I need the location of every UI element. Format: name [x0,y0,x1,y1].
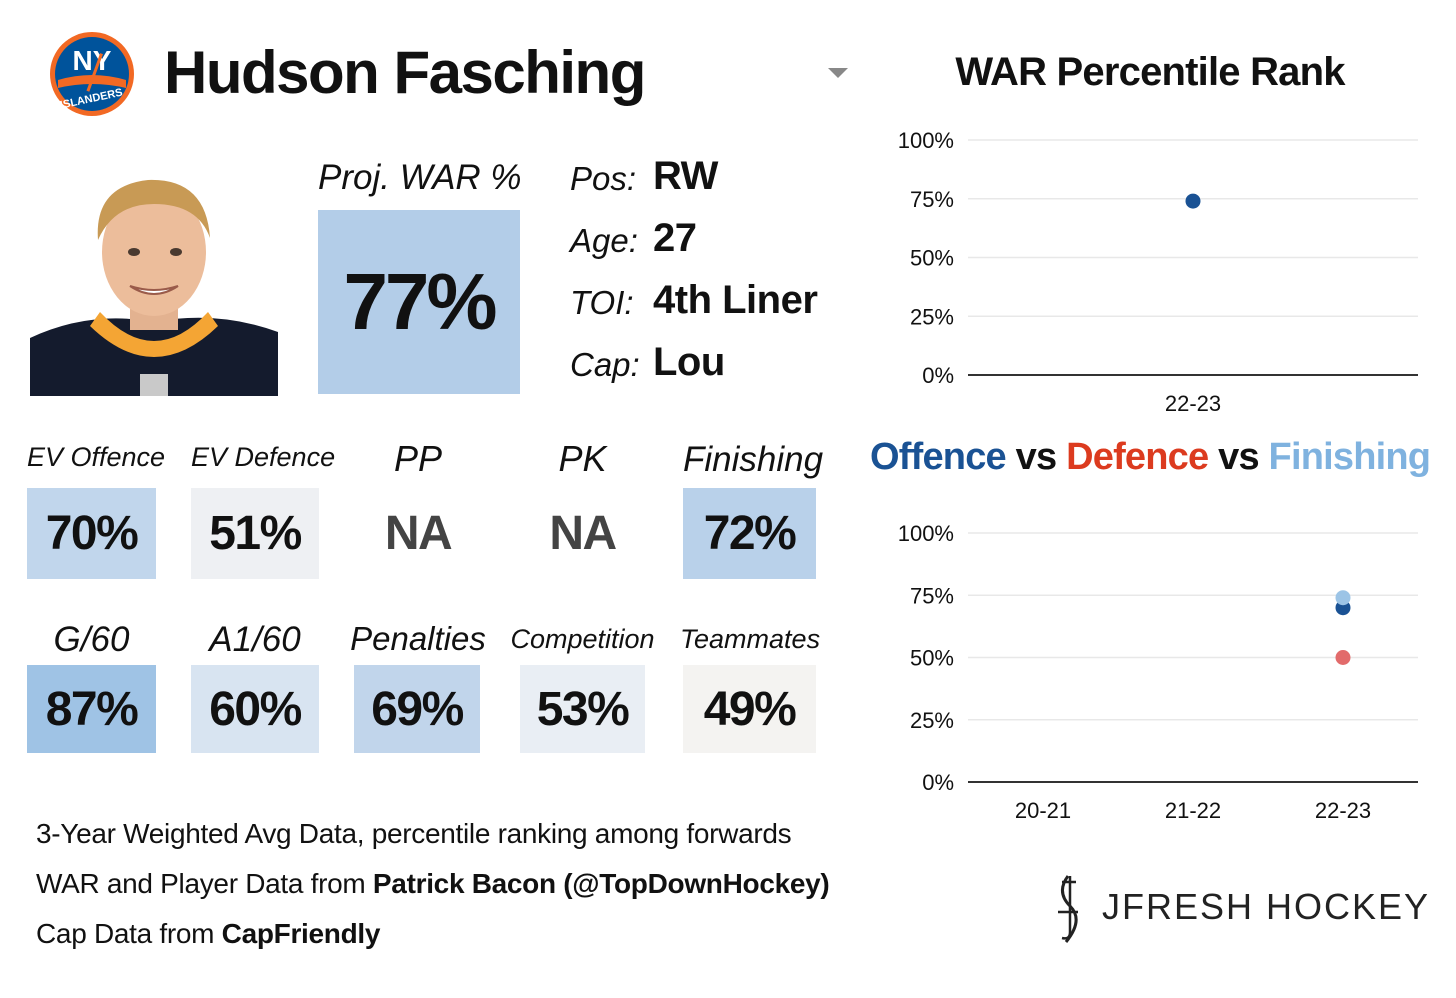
competition-value: 53% [520,665,645,753]
g60-label: G/60 [53,620,130,659]
footnote-cap-source-name: CapFriendly [221,918,381,949]
player-dropdown-chevron-down-icon[interactable] [828,68,848,78]
war-chart-title: WAR Percentile Rank [955,50,1345,94]
ev-offence-value: 70% [27,488,156,579]
cap-label: Cap: [570,346,640,383]
brand-name: JFRESH HOCKEY [1102,886,1431,927]
footnote-war-source: WAR and Player Data from Patrick Bacon (… [36,868,830,900]
teammates-value: 49% [683,665,816,753]
chart1-y-tick-label: 100% [898,128,954,153]
toi-value: 4th Liner [653,278,818,322]
footnote-cap-source-prefix: Cap Data from [36,918,222,949]
chart2-y-tick-label: 75% [910,583,954,608]
chart1-y-tick-label: 25% [910,304,954,329]
chart2-y-tick-label: 25% [910,708,954,733]
footnote-cap-source: Cap Data from CapFriendly [36,918,380,950]
finishing-label: Finishing [683,440,824,479]
pp-label: PP [393,438,443,479]
footnote-methodology: 3-Year Weighted Avg Data, percentile ran… [36,818,792,849]
pos-value: RW [653,154,718,198]
components-chart-title-defence: Defence [1066,436,1209,478]
components-chart-title-offence: Offence [870,436,1007,478]
components-chart-title-vs1: vs [1015,436,1057,478]
jfresh-hockey-logo-icon [1058,875,1078,943]
chart1-series0-point [1185,193,1201,209]
chart2-x-tick-label: 22-23 [1315,798,1371,823]
pk-value: NA [549,507,617,560]
chart2-x-tick-label: 20-21 [1015,798,1071,823]
proj-war-value: 77% [318,210,520,394]
pp-value: NA [384,507,453,560]
player-name: Hudson Fasching [164,39,646,106]
ev-defence-value: 51% [191,488,319,579]
pk-label: PK [558,438,607,479]
chart1-y-tick-label: 75% [910,187,954,212]
chart2-y-tick-label: 50% [910,646,954,671]
components-chart-title: Offence vs Defence vs Finishing [870,436,1431,479]
chart2-series2-point [1335,590,1351,606]
finishing-value: 72% [683,488,816,579]
a160-label: A1/60 [209,620,301,659]
chart2-y-tick-label: 100% [898,521,954,546]
chart2-x-tick-label: 21-22 [1165,798,1221,823]
player-headshot-icon [30,160,278,396]
teammates-label: Teammates [680,624,821,654]
cap-value: Lou [653,340,725,384]
footnote-war-source-prefix: WAR and Player Data from [36,868,373,899]
age-label: Age: [570,222,638,259]
g60-value: 87% [27,665,156,753]
a160-value: 60% [191,665,319,753]
ny-islanders-logo-icon: NY ISLANDERS [50,32,134,116]
components-chart-title-finishing: Finishing [1268,436,1431,478]
chart1-y-tick-label: 0% [922,363,954,388]
age-value: 27 [653,216,697,260]
chart1-y-tick-label: 50% [910,246,954,271]
proj-war-label: Proj. WAR % [318,158,522,197]
ev-offence-label: EV Offence [27,442,166,472]
penalties-value: 69% [354,665,480,753]
ev-defence-label: EV Defence [191,442,336,472]
components-chart-title-vs2: vs [1218,436,1259,478]
chart2-y-tick-label: 0% [922,770,954,795]
chart1-x-tick-label: 22-23 [1165,391,1221,416]
competition-label: Competition [510,624,655,654]
penalties-label: Penalties [350,620,486,657]
toi-label: TOI: [570,284,634,321]
chart2-series1-point [1335,650,1351,665]
footnote-war-source-name: Patrick Bacon (@TopDownHockey) [372,868,830,899]
svg-text:NY: NY [73,45,112,76]
pos-label: Pos: [570,160,637,197]
